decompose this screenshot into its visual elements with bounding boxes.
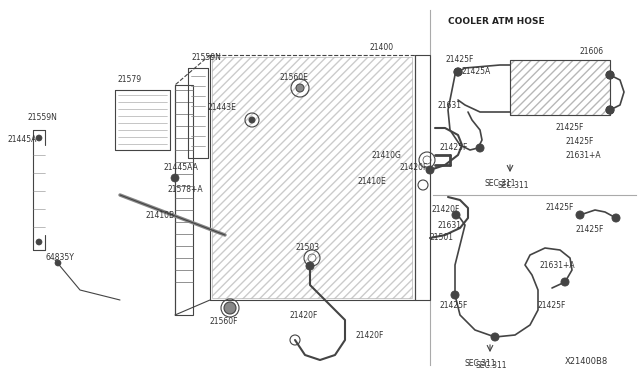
Circle shape <box>224 302 236 314</box>
Text: SEC.311: SEC.311 <box>475 360 506 369</box>
Text: 64835Y: 64835Y <box>46 253 75 263</box>
Text: 21445AA: 21445AA <box>163 164 198 173</box>
Text: 21410E: 21410E <box>358 177 387 186</box>
Text: 21559N: 21559N <box>28 113 58 122</box>
Text: COOLER ATM HOSE: COOLER ATM HOSE <box>448 17 545 26</box>
Text: 21606: 21606 <box>580 48 604 57</box>
Text: SEC.311: SEC.311 <box>464 359 496 368</box>
Text: 21578+A: 21578+A <box>168 186 204 195</box>
Text: 21559N: 21559N <box>192 54 222 62</box>
Circle shape <box>36 239 42 245</box>
Bar <box>212 57 412 298</box>
Bar <box>510 60 610 115</box>
Circle shape <box>55 260 61 266</box>
Bar <box>175 85 193 315</box>
Circle shape <box>451 291 459 299</box>
Text: 21425A: 21425A <box>462 67 492 77</box>
Circle shape <box>426 166 434 174</box>
Text: 21425F: 21425F <box>556 124 584 132</box>
Text: 21631+A: 21631+A <box>540 260 575 269</box>
Circle shape <box>36 135 42 141</box>
Text: 21425F: 21425F <box>545 203 573 212</box>
Circle shape <box>606 106 614 114</box>
Circle shape <box>452 211 460 219</box>
Circle shape <box>171 174 179 182</box>
Text: 21425F: 21425F <box>440 144 468 153</box>
Text: SEC.311: SEC.311 <box>484 179 516 187</box>
Text: 21425F: 21425F <box>440 301 468 310</box>
Text: X21400B8: X21400B8 <box>565 357 608 366</box>
Text: 21425F: 21425F <box>538 301 566 310</box>
Circle shape <box>612 214 620 222</box>
Text: SEC.311: SEC.311 <box>497 182 529 190</box>
Text: 21445A: 21445A <box>8 135 37 144</box>
Text: 21631+A: 21631+A <box>565 151 600 160</box>
Text: 21410G: 21410G <box>372 151 402 160</box>
Text: 21631: 21631 <box>438 221 462 230</box>
Text: 21425F: 21425F <box>445 55 474 64</box>
Circle shape <box>606 71 614 79</box>
Circle shape <box>491 333 499 341</box>
Circle shape <box>296 84 304 92</box>
Circle shape <box>476 144 484 152</box>
Circle shape <box>249 117 255 123</box>
Text: 21420F: 21420F <box>432 205 460 215</box>
Text: 21631: 21631 <box>438 100 462 109</box>
Circle shape <box>454 68 462 76</box>
Text: 21410B: 21410B <box>145 211 174 219</box>
Text: 21425F: 21425F <box>575 225 604 234</box>
Text: 21420F: 21420F <box>400 164 428 173</box>
Text: 21501: 21501 <box>430 234 454 243</box>
Circle shape <box>606 106 614 114</box>
Text: 21400: 21400 <box>370 42 394 51</box>
Text: 21503: 21503 <box>295 244 319 253</box>
Text: 21420F: 21420F <box>290 311 318 320</box>
Text: 21579: 21579 <box>118 76 142 84</box>
Bar <box>415 55 430 300</box>
Circle shape <box>606 71 614 79</box>
Text: 21425F: 21425F <box>565 138 593 147</box>
Text: 21420F: 21420F <box>355 330 383 340</box>
Bar <box>510 60 610 115</box>
Text: 21443E: 21443E <box>208 103 237 112</box>
Circle shape <box>576 211 584 219</box>
Circle shape <box>561 278 569 286</box>
Text: 21560E: 21560E <box>280 74 309 83</box>
Circle shape <box>306 262 314 270</box>
Circle shape <box>454 68 462 76</box>
Text: 21560F: 21560F <box>210 317 239 327</box>
